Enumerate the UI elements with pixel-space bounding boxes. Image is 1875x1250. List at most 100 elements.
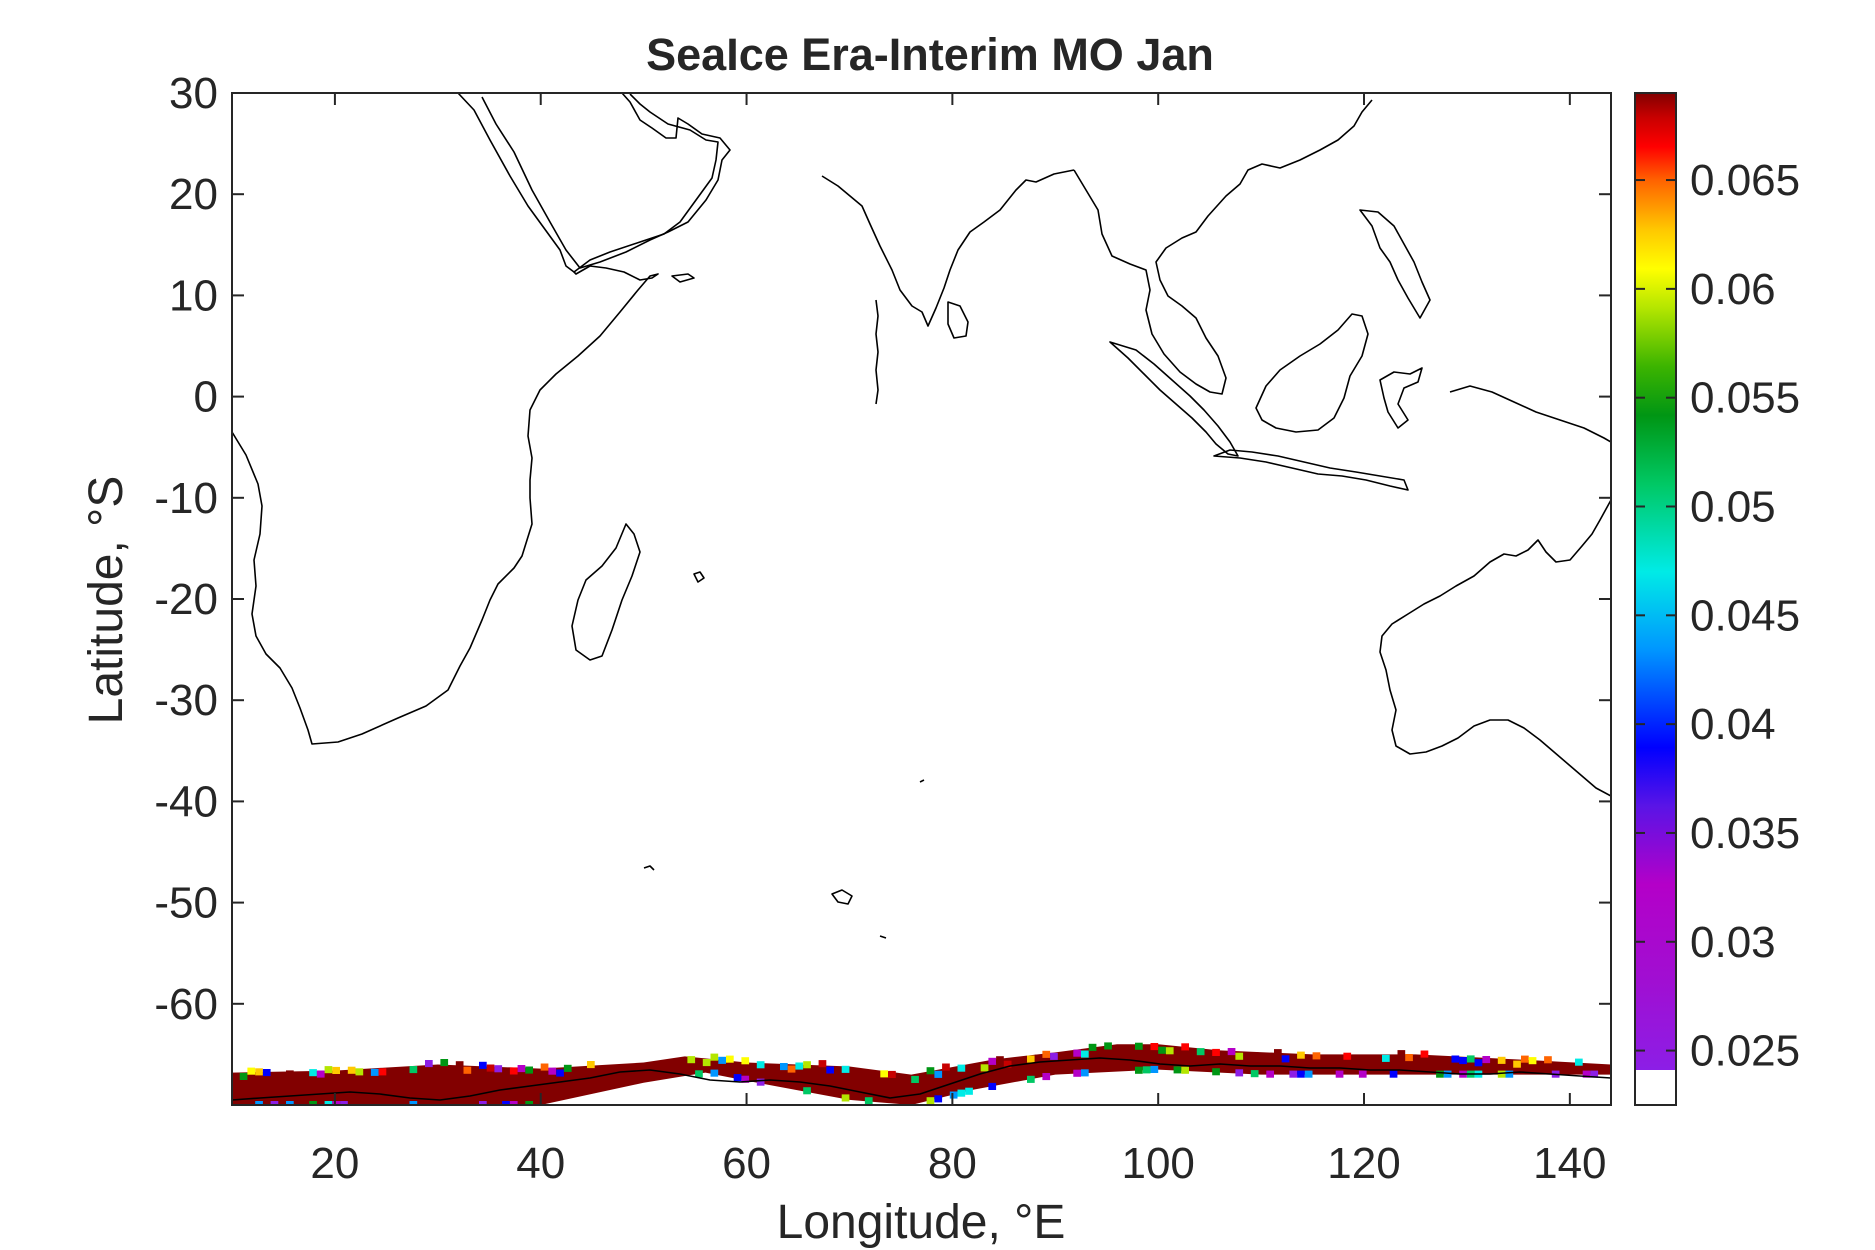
- ice-edge-cell: [718, 1056, 726, 1064]
- ice-edge-cell: [803, 1061, 811, 1069]
- island-socotra: [671, 273, 695, 283]
- ice-edge-cell: [270, 1101, 279, 1105]
- ice-edge-cell: [286, 1101, 294, 1105]
- x-tick-label: 120: [1327, 1139, 1400, 1188]
- ice-edge-cell: [1304, 1070, 1313, 1078]
- y-tick-label: -50: [154, 879, 218, 928]
- y-tick-label: -30: [154, 676, 218, 725]
- ice-edge-cell: [934, 1095, 943, 1103]
- ice-edge-cell: [332, 1066, 340, 1074]
- ice-edge-cell: [1027, 1055, 1035, 1063]
- ice-edge-cell: [957, 1089, 966, 1097]
- y-tick-label: -40: [154, 777, 218, 826]
- ice-edge-cell: [1482, 1056, 1491, 1064]
- ice-edge-cell: [587, 1061, 595, 1069]
- ice-edge-cell: [1150, 1065, 1159, 1073]
- coastline-antarctica: [232, 1057, 1611, 1101]
- ice-edge-cell: [255, 1068, 263, 1076]
- ice-edge-cell: [818, 1060, 827, 1068]
- y-axis-label: Latitude, °S: [80, 476, 133, 725]
- ice-edge-cell: [1181, 1066, 1189, 1074]
- sea-ice-edge-cells: [239, 1042, 1599, 1105]
- ice-edge-cell: [1027, 1075, 1035, 1083]
- ice-edge-cell: [1081, 1050, 1089, 1058]
- plot-background: [232, 93, 1611, 1105]
- y-tick-label: 0: [194, 373, 218, 422]
- coastline-new-guinea: [1449, 385, 1611, 443]
- ice-edge-cell: [502, 1101, 510, 1105]
- ice-edge-cell: [525, 1101, 533, 1105]
- ice-edge-cell: [1297, 1051, 1305, 1059]
- y-tick-label: -10: [154, 474, 218, 523]
- ice-edge-cell: [1443, 1070, 1452, 1078]
- ice-edge-cell: [1250, 1070, 1259, 1078]
- ice-edge-cell: [409, 1066, 418, 1074]
- x-tick-label: 40: [516, 1139, 565, 1188]
- ice-edge-cell: [996, 1056, 1004, 1064]
- ice-edge-cell: [710, 1069, 719, 1077]
- y-tick-label: -20: [154, 575, 218, 624]
- ice-edge-cell: [1497, 1056, 1506, 1064]
- ice-edge-cell: [1312, 1052, 1321, 1060]
- ice-edge-cell: [942, 1063, 950, 1071]
- ice-edge-cell: [1266, 1070, 1274, 1078]
- ice-edge-cell: [756, 1078, 765, 1086]
- ice-edge-cell: [1505, 1070, 1514, 1078]
- ice-edge-cell: [517, 1065, 526, 1073]
- ice-edge-cell: [1104, 1042, 1112, 1050]
- ice-edge-cell: [1142, 1066, 1151, 1074]
- ice-edge-cell: [965, 1087, 973, 1095]
- ice-edge-cell: [494, 1065, 503, 1073]
- coastline-philippines: [1359, 209, 1431, 319]
- ice-edge-cell: [988, 1082, 997, 1090]
- sea-ice-field: [232, 1044, 1611, 1105]
- ice-edge-cell: [702, 1059, 711, 1067]
- ice-edge-cell: [880, 1070, 888, 1078]
- colorbar-tick-label: 0.06: [1690, 265, 1776, 314]
- colorbar-gradient: [1635, 93, 1676, 1070]
- ice-edge-cell: [1235, 1069, 1244, 1077]
- ice-edge-cell: [1073, 1069, 1081, 1077]
- ice-edge-cell: [286, 1070, 294, 1078]
- coastline-madagascar: [571, 523, 641, 661]
- ice-edge-cell: [1150, 1043, 1159, 1051]
- plot-area: 20 40 60 80 100 120 140 3020100-10-20-30-40-50…: [154, 69, 1612, 1188]
- island-kerguelen: [831, 889, 853, 905]
- ice-edge-cell: [741, 1075, 750, 1083]
- sea-ice-band: [232, 1044, 1611, 1105]
- ice-edge-cell: [957, 1064, 966, 1072]
- x-tick-label: 140: [1533, 1139, 1606, 1188]
- ice-edge-cell: [1343, 1052, 1352, 1060]
- y-tick-label: -60: [154, 980, 218, 1029]
- ice-edge-cell: [1497, 1070, 1506, 1078]
- ice-edge-cell: [309, 1069, 317, 1077]
- ice-edge-cell: [1335, 1070, 1344, 1078]
- ice-edge-cell: [556, 1069, 564, 1077]
- ice-edge-cell: [733, 1074, 742, 1082]
- ice-edge-cell: [1173, 1066, 1182, 1074]
- ice-edge-cell: [695, 1070, 703, 1078]
- ice-edge-cell: [301, 1072, 310, 1080]
- colorbar-tick-label: 0.025: [1690, 1027, 1800, 1076]
- ice-edge-cell: [247, 1067, 256, 1075]
- ice-edge-cell: [1590, 1070, 1599, 1078]
- ice-edge-cell: [864, 1097, 873, 1105]
- ice-edge-cell: [1521, 1055, 1529, 1063]
- colorbar-tick-label: 0.035: [1690, 809, 1800, 858]
- ice-edge-cell: [803, 1087, 811, 1095]
- ice-edge-cell: [479, 1101, 487, 1105]
- ice-edge-cell: [1274, 1049, 1282, 1057]
- ice-edge-cell: [509, 1101, 518, 1105]
- ice-edge-cell: [1582, 1070, 1591, 1078]
- ice-edge-cell: [340, 1101, 348, 1105]
- ice-edge-cell: [316, 1070, 325, 1078]
- ice-edge-cell: [563, 1064, 572, 1072]
- ice-edge-cell: [509, 1067, 518, 1075]
- coastline-borneo: [1255, 313, 1369, 433]
- colorbar: 0.065 0.06 0.055 0.05 0.045 0.04 0.035 0.03 0.02…: [1634, 92, 1800, 1106]
- ice-edge-cell: [1358, 1070, 1367, 1078]
- colorbar-tick-label: 0.04: [1690, 700, 1776, 749]
- island-amsterdam: [919, 779, 925, 783]
- ice-edge-cell: [1420, 1050, 1429, 1058]
- ice-edge-cell: [1042, 1073, 1051, 1081]
